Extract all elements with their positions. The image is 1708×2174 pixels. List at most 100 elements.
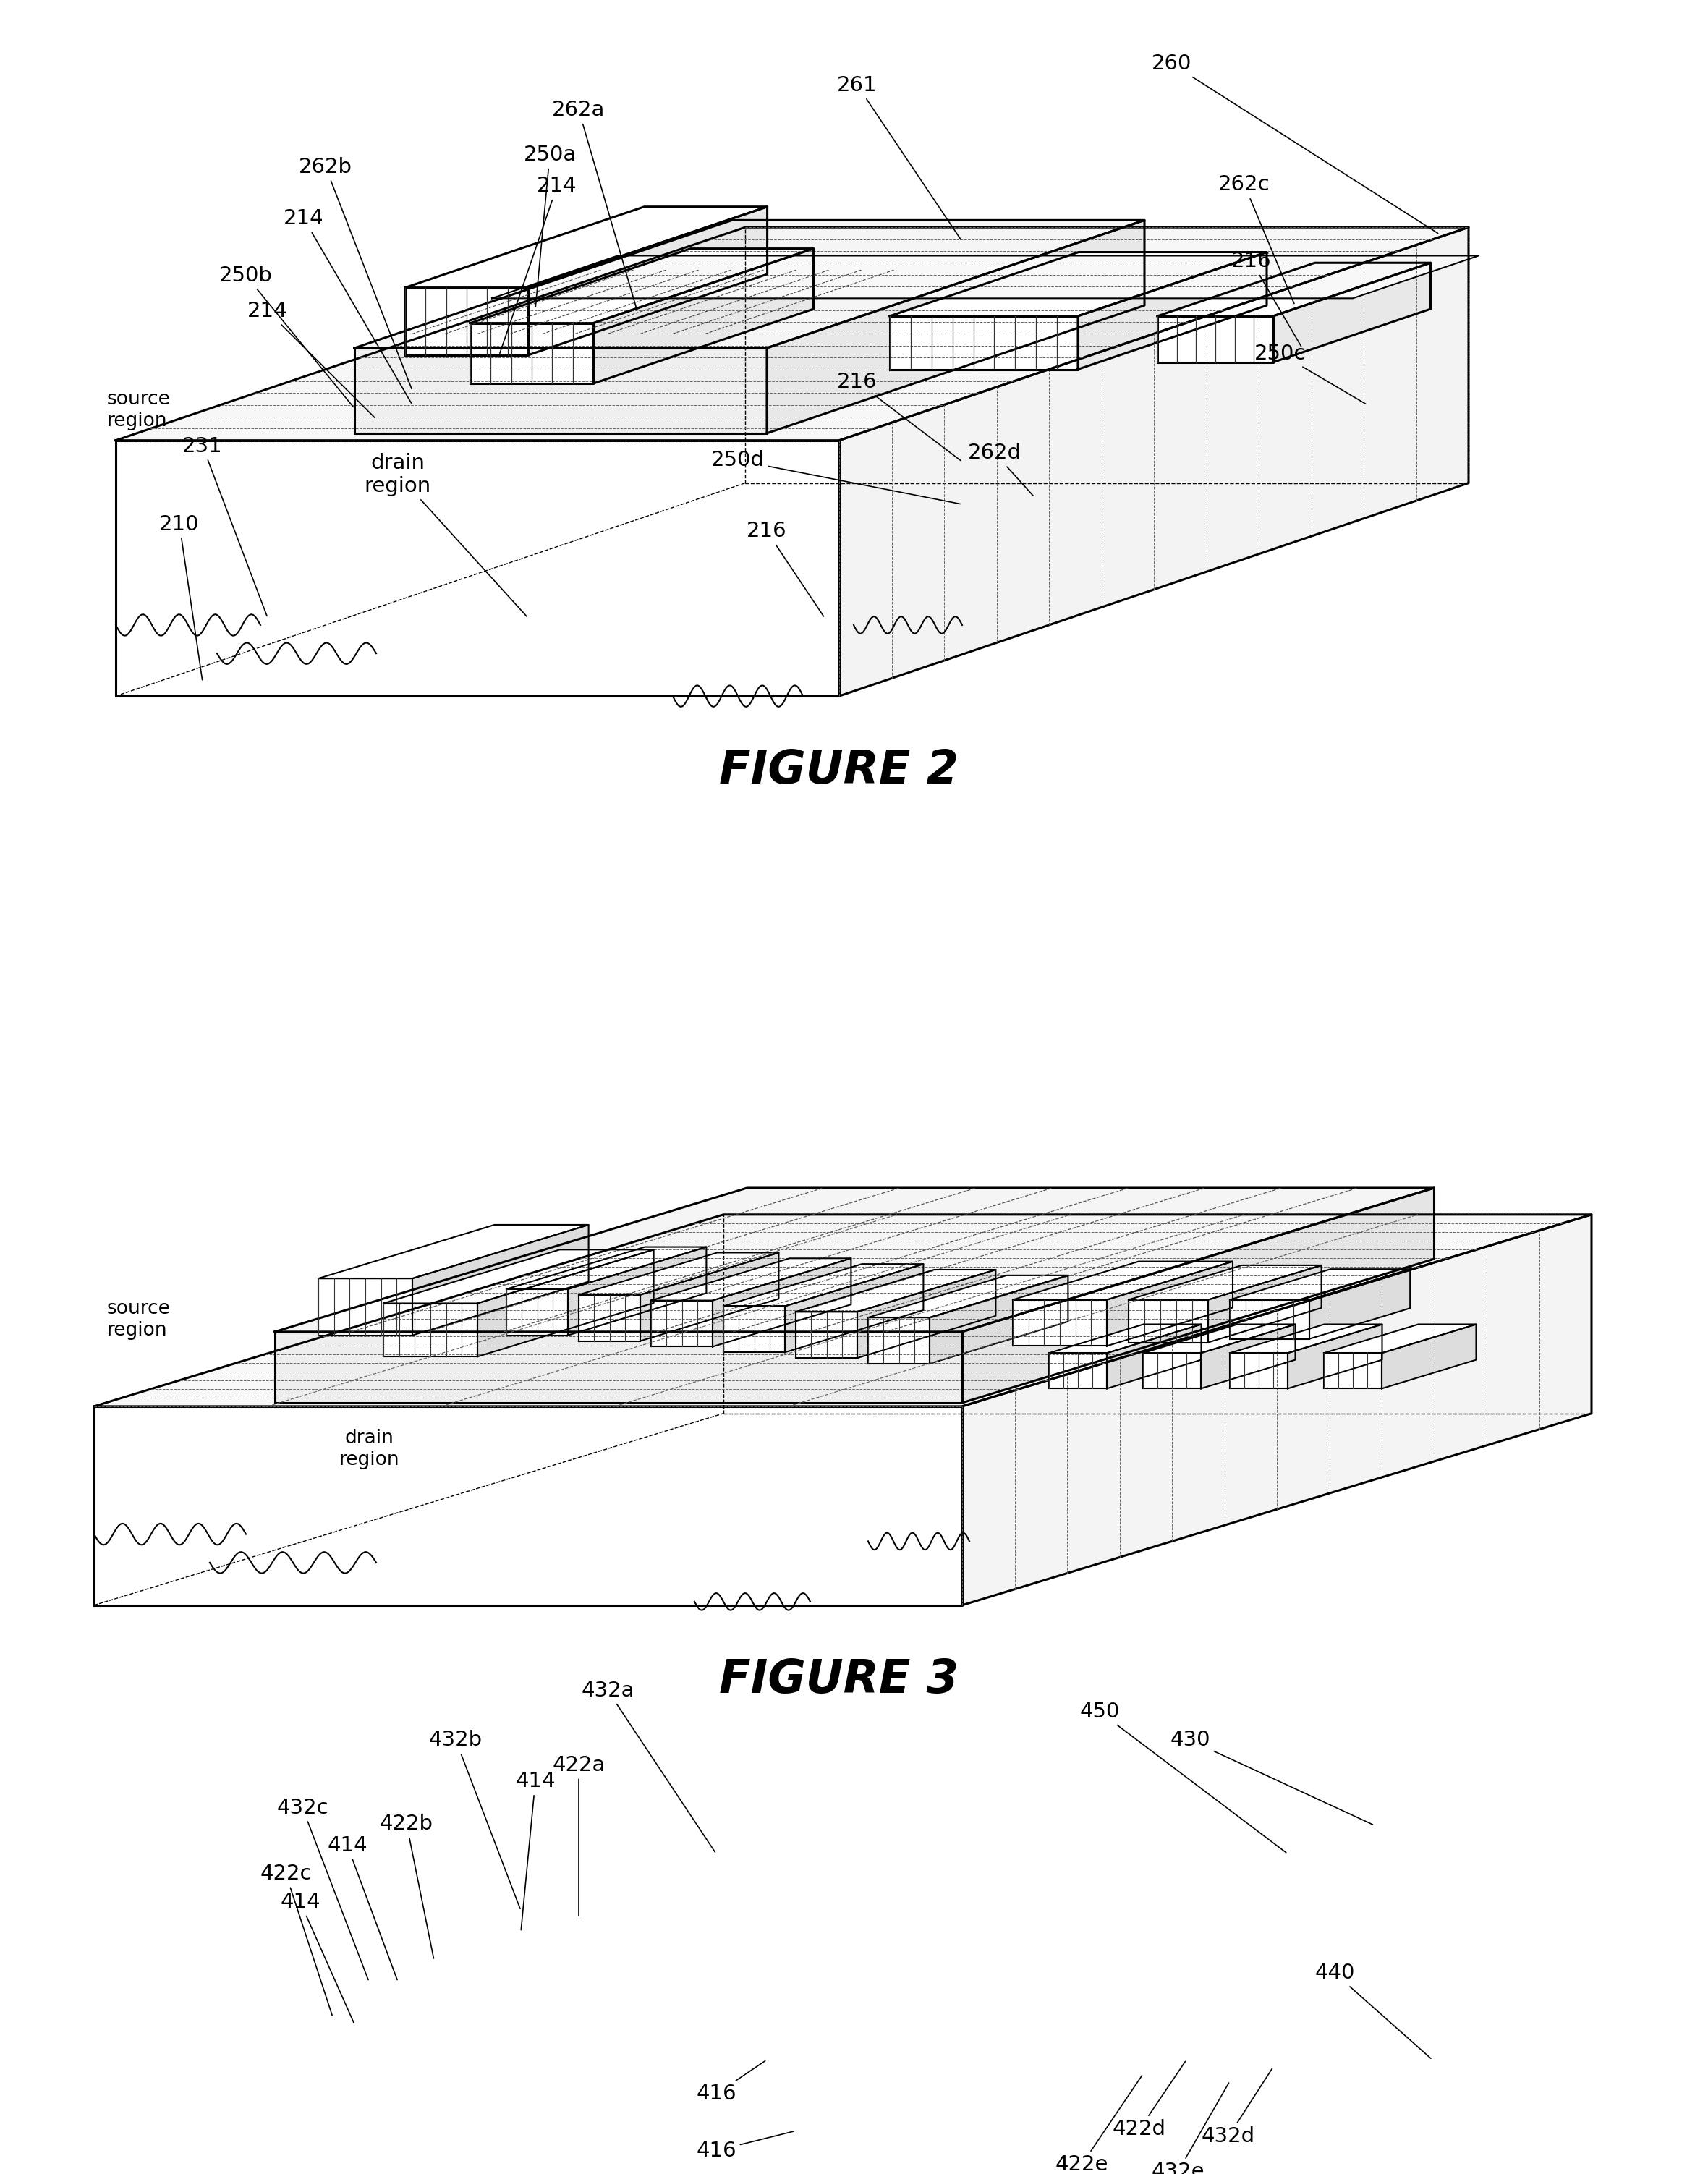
Polygon shape: [1013, 1300, 1107, 1346]
Text: 414: 414: [280, 1891, 354, 2022]
Polygon shape: [1049, 1324, 1201, 1352]
Text: 250b: 250b: [219, 265, 354, 407]
Polygon shape: [712, 1259, 851, 1346]
Text: 450: 450: [1079, 1702, 1286, 1852]
Polygon shape: [1208, 1265, 1322, 1341]
Text: 214: 214: [248, 300, 374, 417]
Text: 262b: 262b: [299, 157, 412, 389]
Polygon shape: [890, 252, 1267, 315]
Text: drain
region: drain region: [338, 1428, 400, 1470]
Polygon shape: [579, 1252, 779, 1296]
Text: source
region: source region: [108, 391, 171, 430]
Text: 250c: 250c: [1255, 343, 1365, 404]
Polygon shape: [1230, 1300, 1310, 1339]
Text: 214: 214: [284, 209, 412, 402]
Text: 262c: 262c: [1218, 174, 1295, 304]
Polygon shape: [506, 1248, 707, 1289]
Polygon shape: [567, 1248, 707, 1335]
Text: 210: 210: [159, 513, 202, 680]
Polygon shape: [318, 1224, 589, 1278]
Polygon shape: [275, 1333, 962, 1402]
Polygon shape: [767, 220, 1144, 433]
Polygon shape: [724, 1263, 924, 1307]
Polygon shape: [796, 1270, 996, 1311]
Text: 422d: 422d: [1112, 2061, 1185, 2139]
Text: 231: 231: [183, 437, 266, 615]
Polygon shape: [1049, 1352, 1107, 1389]
Text: 432a: 432a: [581, 1681, 716, 1852]
Polygon shape: [1158, 315, 1272, 363]
Polygon shape: [868, 1276, 1068, 1317]
Polygon shape: [492, 257, 1479, 298]
Polygon shape: [1129, 1265, 1322, 1300]
Polygon shape: [1107, 1261, 1233, 1346]
Text: 440: 440: [1315, 1963, 1431, 2059]
Polygon shape: [506, 1289, 567, 1335]
Polygon shape: [962, 1187, 1435, 1402]
Polygon shape: [1201, 1324, 1295, 1389]
Polygon shape: [478, 1250, 654, 1357]
Polygon shape: [1382, 1324, 1476, 1389]
Polygon shape: [593, 248, 813, 383]
Text: 422a: 422a: [552, 1754, 605, 1915]
Text: drain
region: drain region: [364, 452, 526, 617]
Polygon shape: [470, 324, 593, 383]
Text: FIGURE 2: FIGURE 2: [719, 748, 958, 794]
Polygon shape: [962, 1215, 1592, 1604]
Text: 416: 416: [697, 2131, 794, 2161]
Text: 214: 214: [500, 176, 577, 352]
Text: 432c: 432c: [277, 1798, 369, 1981]
Text: 262a: 262a: [552, 100, 635, 307]
Polygon shape: [1324, 1324, 1476, 1352]
Text: FIGURE 3: FIGURE 3: [719, 1657, 958, 1702]
Polygon shape: [651, 1300, 712, 1346]
Polygon shape: [1230, 1324, 1382, 1352]
Polygon shape: [94, 1215, 1592, 1407]
Polygon shape: [1129, 1300, 1208, 1341]
Polygon shape: [640, 1252, 779, 1341]
Text: 432b: 432b: [429, 1731, 521, 1909]
Text: 422e: 422e: [1056, 2076, 1143, 2174]
Polygon shape: [1158, 263, 1431, 315]
Polygon shape: [890, 315, 1078, 370]
Polygon shape: [1078, 252, 1267, 370]
Polygon shape: [796, 1311, 857, 1359]
Polygon shape: [383, 1304, 478, 1357]
Text: 414: 414: [328, 1835, 398, 1981]
Polygon shape: [275, 1187, 1435, 1333]
Text: 250a: 250a: [523, 146, 576, 307]
Text: 422b: 422b: [379, 1813, 434, 1959]
Text: 260: 260: [1151, 54, 1438, 233]
Polygon shape: [405, 287, 528, 354]
Polygon shape: [839, 228, 1469, 696]
Text: 262d: 262d: [968, 443, 1033, 496]
Polygon shape: [1107, 1324, 1201, 1389]
Polygon shape: [651, 1259, 851, 1300]
Polygon shape: [1143, 1352, 1201, 1389]
Polygon shape: [1310, 1270, 1411, 1339]
Polygon shape: [868, 1317, 929, 1363]
Text: 430: 430: [1170, 1731, 1373, 1824]
Polygon shape: [1324, 1352, 1382, 1389]
Polygon shape: [355, 220, 1144, 348]
Text: 250d: 250d: [711, 450, 960, 504]
Polygon shape: [412, 1224, 589, 1335]
Polygon shape: [1143, 1324, 1295, 1352]
Polygon shape: [579, 1296, 640, 1341]
Polygon shape: [857, 1270, 996, 1359]
Text: 261: 261: [837, 76, 962, 239]
Polygon shape: [318, 1278, 412, 1335]
Text: source
region: source region: [108, 1300, 171, 1339]
Text: 432d: 432d: [1201, 2070, 1272, 2146]
Polygon shape: [786, 1263, 924, 1352]
Polygon shape: [383, 1250, 654, 1304]
Text: 414: 414: [516, 1772, 555, 1931]
Text: 216: 216: [837, 372, 960, 461]
Polygon shape: [470, 248, 813, 324]
Polygon shape: [929, 1276, 1068, 1363]
Polygon shape: [355, 348, 767, 433]
Polygon shape: [1230, 1352, 1288, 1389]
Polygon shape: [1013, 1261, 1233, 1300]
Polygon shape: [1230, 1270, 1411, 1300]
Polygon shape: [1288, 1324, 1382, 1389]
